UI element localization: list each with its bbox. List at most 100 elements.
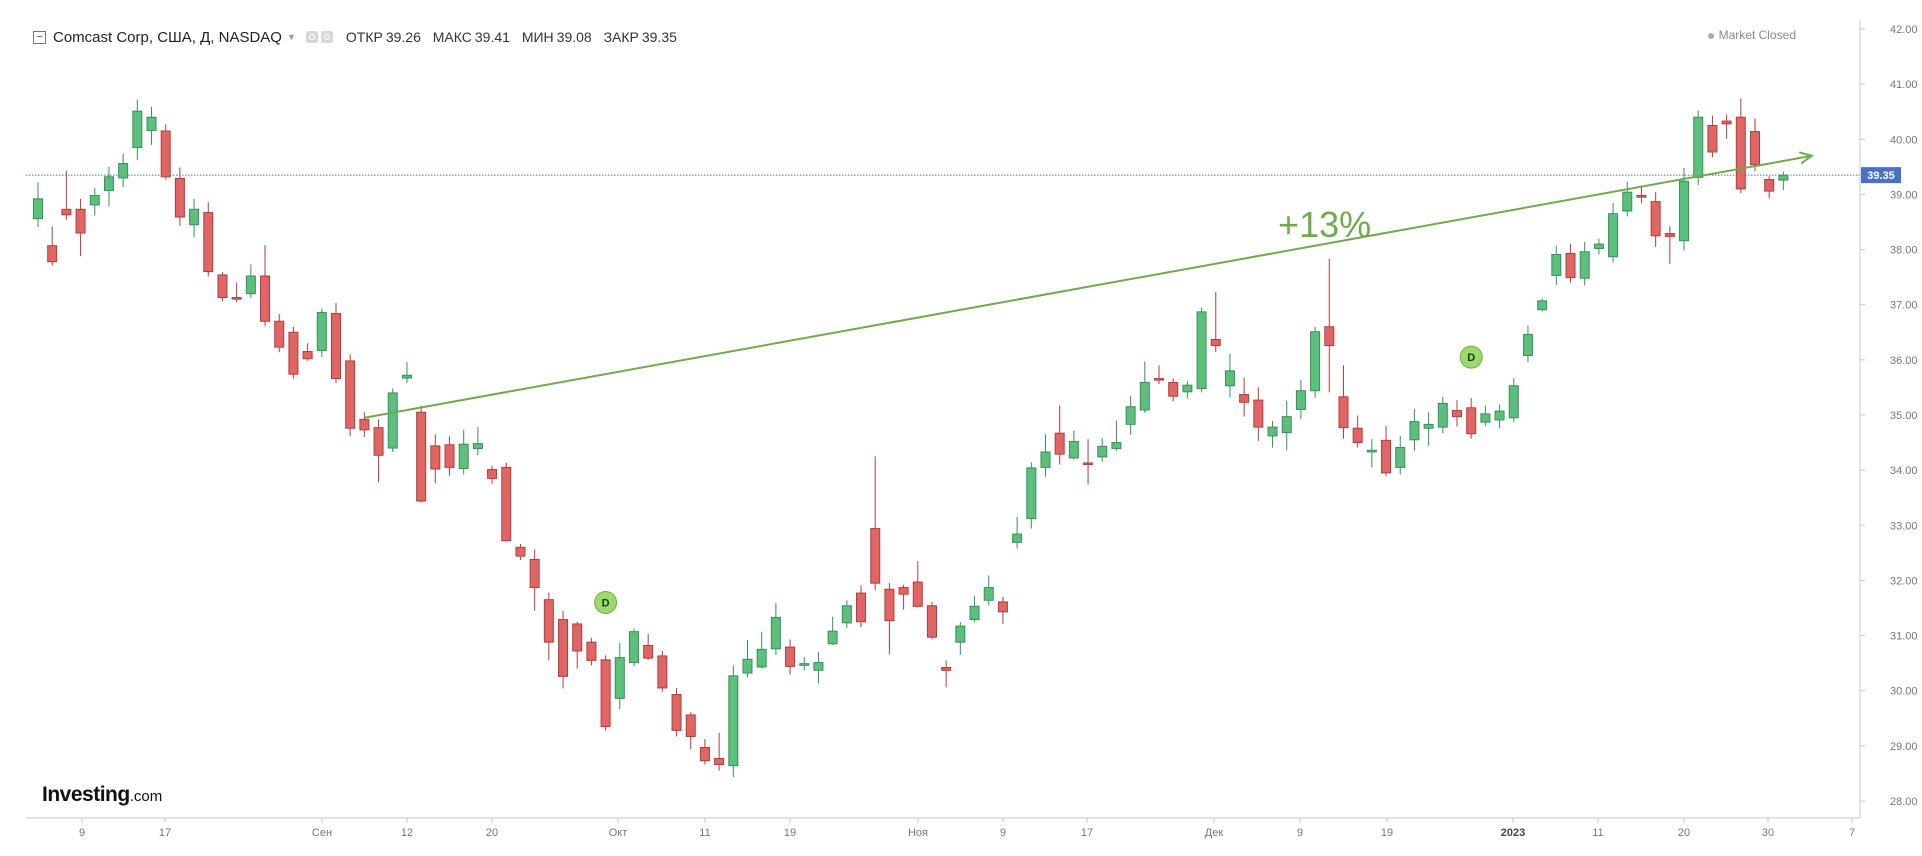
candle: [1466, 397, 1477, 439]
candle: [1224, 353, 1235, 398]
candle-body: [1381, 439, 1392, 474]
candle: [387, 388, 398, 452]
chevron-down-icon[interactable]: ▼: [286, 32, 296, 42]
candle-body: [1054, 432, 1065, 455]
candle-body: [628, 631, 639, 664]
candle-body: [969, 605, 980, 621]
settings-icon[interactable]: [320, 31, 333, 43]
candle-body: [61, 208, 72, 216]
candle-body: [898, 587, 909, 595]
candle-body: [1068, 440, 1079, 459]
candle-body: [1338, 396, 1349, 429]
candle-body: [330, 313, 341, 380]
instrument-title[interactable]: Comcast Corp, США, Д, NASDAQ: [53, 28, 282, 46]
market-status-text: Market Closed: [1718, 28, 1796, 42]
candle-body: [1012, 533, 1023, 543]
candle-body: [345, 360, 356, 429]
candle-body: [118, 163, 129, 179]
candle: [458, 429, 469, 475]
candle: [955, 622, 966, 655]
candle-body: [1551, 254, 1562, 276]
y-tick-label: 33.00: [1890, 520, 1918, 532]
collapse-icon[interactable]: −: [33, 30, 46, 44]
candle: [515, 544, 526, 560]
candle: [302, 343, 313, 361]
candle-body: [1224, 370, 1235, 387]
candle: [1650, 192, 1661, 247]
x-tick-label: 7: [1849, 827, 1855, 839]
x-tick-label: 30: [1762, 827, 1774, 839]
ohlc-readout: ОТКР 39.26 МАКС 39.41 МИН 39.08 ЗАКР 39.35: [346, 29, 685, 45]
candle-body: [1735, 116, 1746, 190]
candle: [1735, 98, 1746, 194]
candle-body: [785, 646, 796, 667]
low-value: 39.08: [556, 29, 592, 45]
candle: [1579, 241, 1590, 286]
y-tick-label: 41.00: [1890, 79, 1918, 91]
candle-body: [316, 311, 327, 351]
candle: [487, 465, 498, 484]
candle: [288, 326, 299, 379]
candle-body: [1239, 394, 1250, 403]
dividend-marker-label: D: [1467, 352, 1475, 364]
candle-body: [926, 605, 937, 638]
candle: [1437, 396, 1448, 434]
candle: [132, 99, 143, 161]
candle: [1693, 110, 1704, 186]
candle: [969, 595, 980, 623]
investing-logo: Investing.com: [42, 783, 162, 807]
candle-body: [274, 320, 285, 348]
candle: [444, 436, 455, 476]
candle-body: [1026, 467, 1037, 520]
candle-body: [1097, 445, 1108, 458]
candle-body: [387, 392, 398, 449]
eye-icon[interactable]: [305, 31, 318, 43]
candle-body: [1125, 406, 1136, 425]
candle: [1210, 292, 1221, 353]
candle-body: [1466, 407, 1477, 435]
candle: [799, 657, 810, 671]
candle-body: [997, 601, 1008, 613]
close-label: ЗАКР: [603, 29, 639, 45]
candle: [146, 106, 157, 145]
candle: [742, 639, 753, 678]
candle-body: [75, 208, 86, 234]
candle-body: [1154, 378, 1165, 381]
candle: [1679, 167, 1690, 251]
candle-body: [1168, 381, 1179, 397]
candle: [1111, 420, 1122, 451]
candle: [558, 610, 569, 689]
candle-body: [515, 546, 526, 557]
candle-body: [401, 374, 412, 379]
candle: [785, 639, 796, 675]
candle-body: [600, 659, 611, 728]
candle-body: [1452, 410, 1462, 418]
candle: [1139, 361, 1150, 413]
candle-body: [487, 469, 498, 479]
candle-body: [714, 758, 725, 766]
candle: [359, 412, 370, 438]
candle: [856, 585, 867, 628]
candle: [416, 405, 427, 503]
y-tick-label: 30.00: [1890, 686, 1918, 698]
candle-body: [1352, 427, 1363, 444]
candle: [600, 655, 611, 731]
candle: [174, 167, 185, 226]
x-tick-label: 2023: [1501, 827, 1525, 839]
candle: [1664, 226, 1675, 264]
candle-body: [827, 630, 838, 645]
candle-body: [1480, 413, 1491, 423]
candle: [912, 561, 923, 608]
candle: [401, 362, 412, 383]
x-tick-label: 12: [401, 827, 413, 839]
candle: [1054, 405, 1065, 465]
x-tick-label: 11: [699, 827, 710, 839]
candle-body: [1253, 399, 1264, 428]
logo-suffix: .com: [129, 788, 163, 805]
candle-body: [103, 176, 114, 192]
candle: [1012, 516, 1023, 549]
candle: [1409, 408, 1420, 451]
candle: [898, 584, 909, 610]
candle-body: [671, 694, 682, 731]
candle: [160, 124, 171, 180]
